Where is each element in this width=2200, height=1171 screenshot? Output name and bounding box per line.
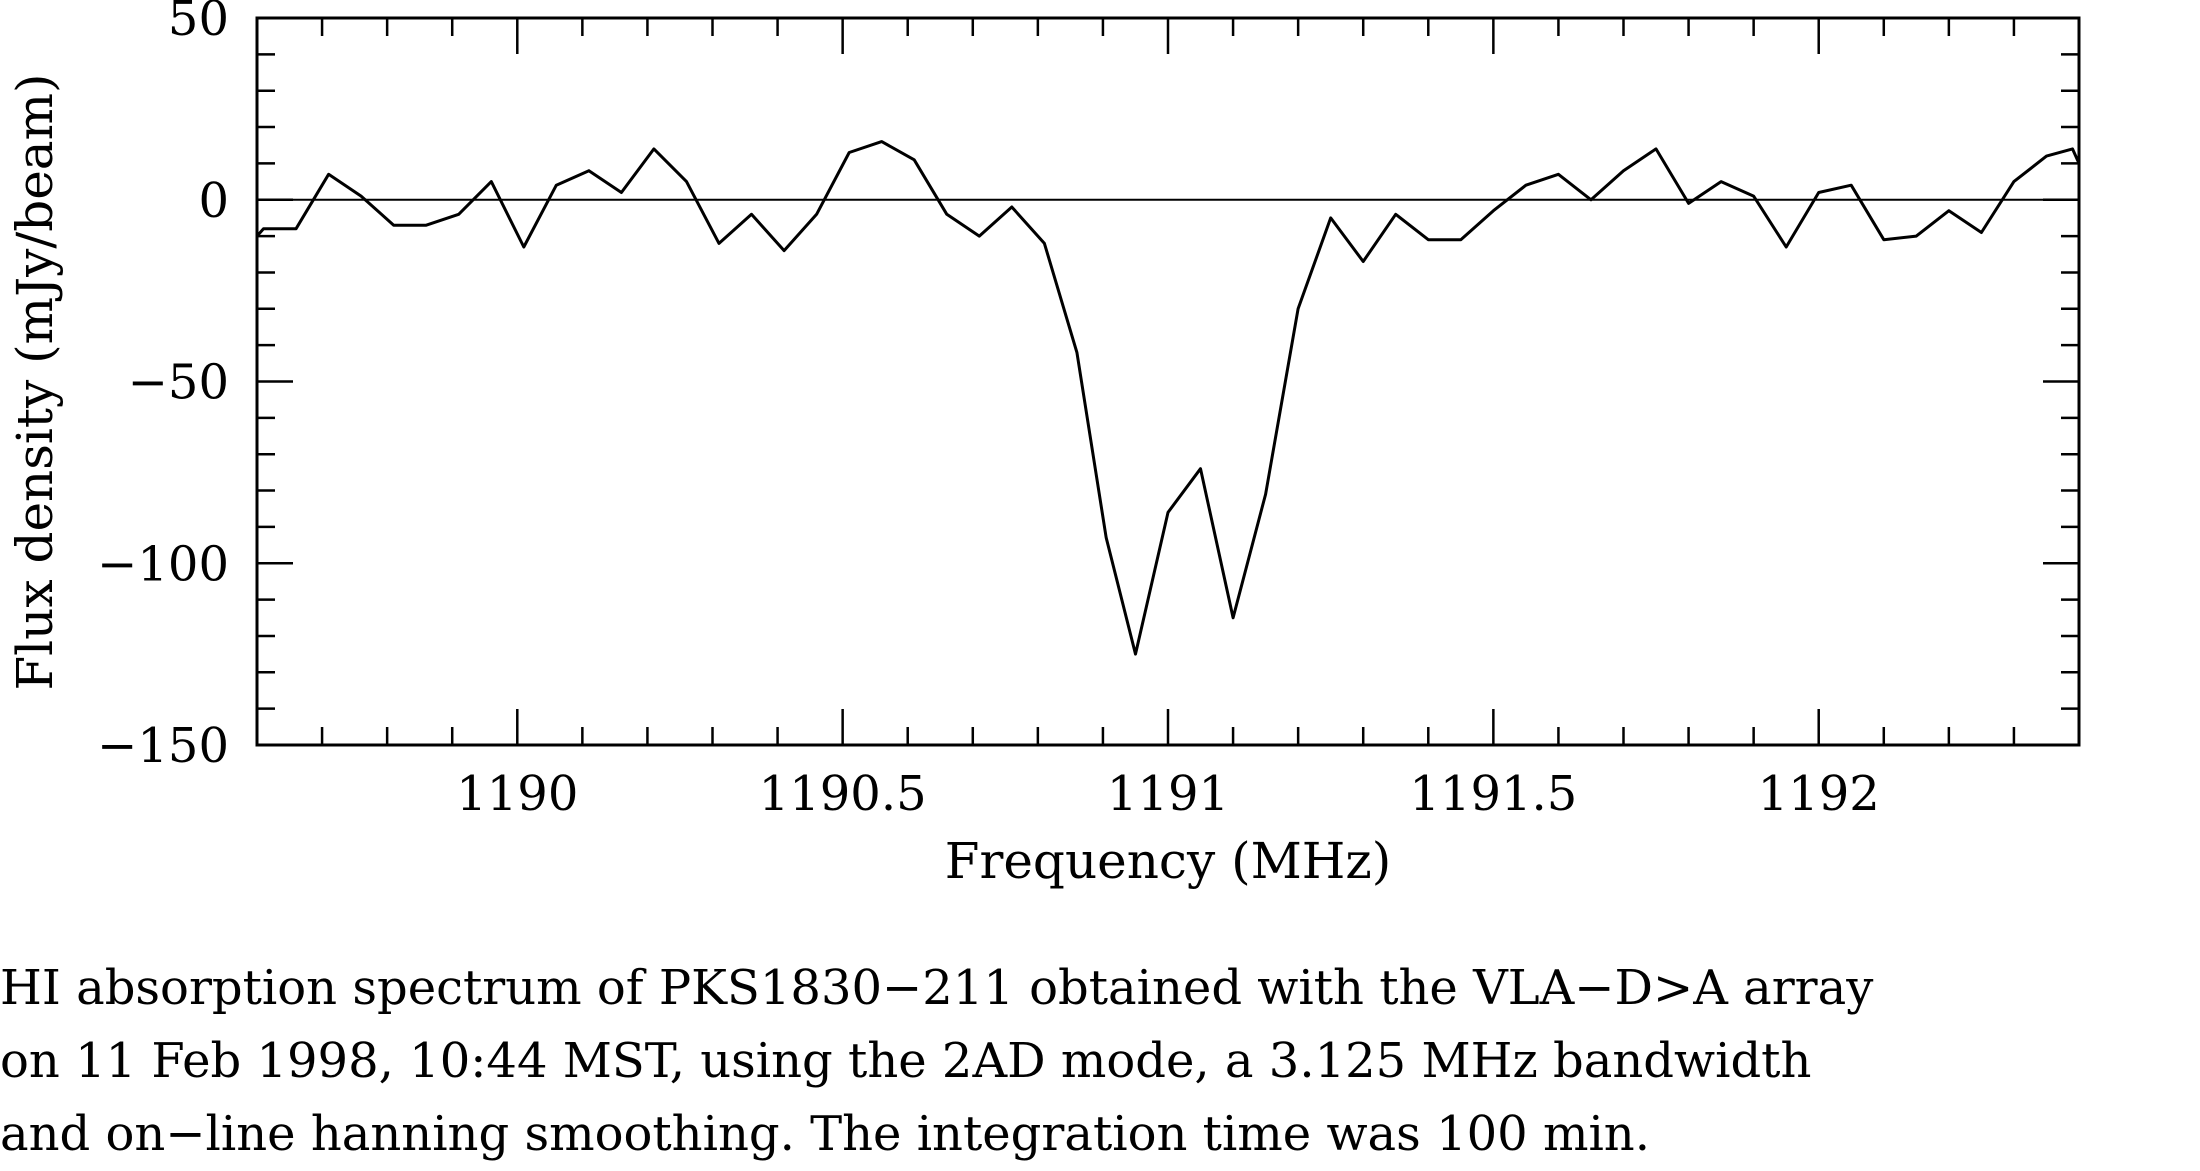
caption-line-2: on 11 Feb 1998, 10:44 MST, using the 2AD… (0, 1033, 1812, 1089)
x-tick-label: 1191.5 (1409, 766, 1577, 822)
y-axis-title: Flux density (mJy/beam) (6, 73, 64, 690)
caption-line-1: HI absorption spectrum of PKS1830−211 ob… (0, 960, 1874, 1016)
y-tick-label: 50 (168, 0, 229, 47)
spectrum-line (255, 140, 2081, 656)
y-tick-label: −150 (97, 718, 229, 774)
figure-caption: HI absorption spectrum of PKS1830−211 ob… (0, 952, 2200, 1171)
x-tick-label: 1190 (456, 766, 578, 822)
x-tick-label: 1190.5 (759, 766, 927, 822)
tick-labels: 1190 1190.5 1191 1191.5 1192 −150 −100 −50 0 50 (97, 0, 1880, 822)
x-tick-label: 1191 (1107, 766, 1229, 822)
x-axis-title: Frequency (MHz) (945, 832, 1391, 890)
y-tick-label: 0 (198, 173, 229, 229)
caption-line-3: and on−line hanning smoothing. The integ… (0, 1106, 1650, 1162)
plot-frame (255, 16, 2081, 747)
y-tick-label: −100 (97, 536, 229, 592)
y-tick-label: −50 (128, 355, 229, 411)
axis-ticks (255, 16, 2081, 747)
spectrum-chart: 1190 1190.5 1191 1191.5 1192 −150 −100 −50 0 50 F… (6, 0, 2081, 890)
x-tick-label: 1192 (1758, 766, 1880, 822)
